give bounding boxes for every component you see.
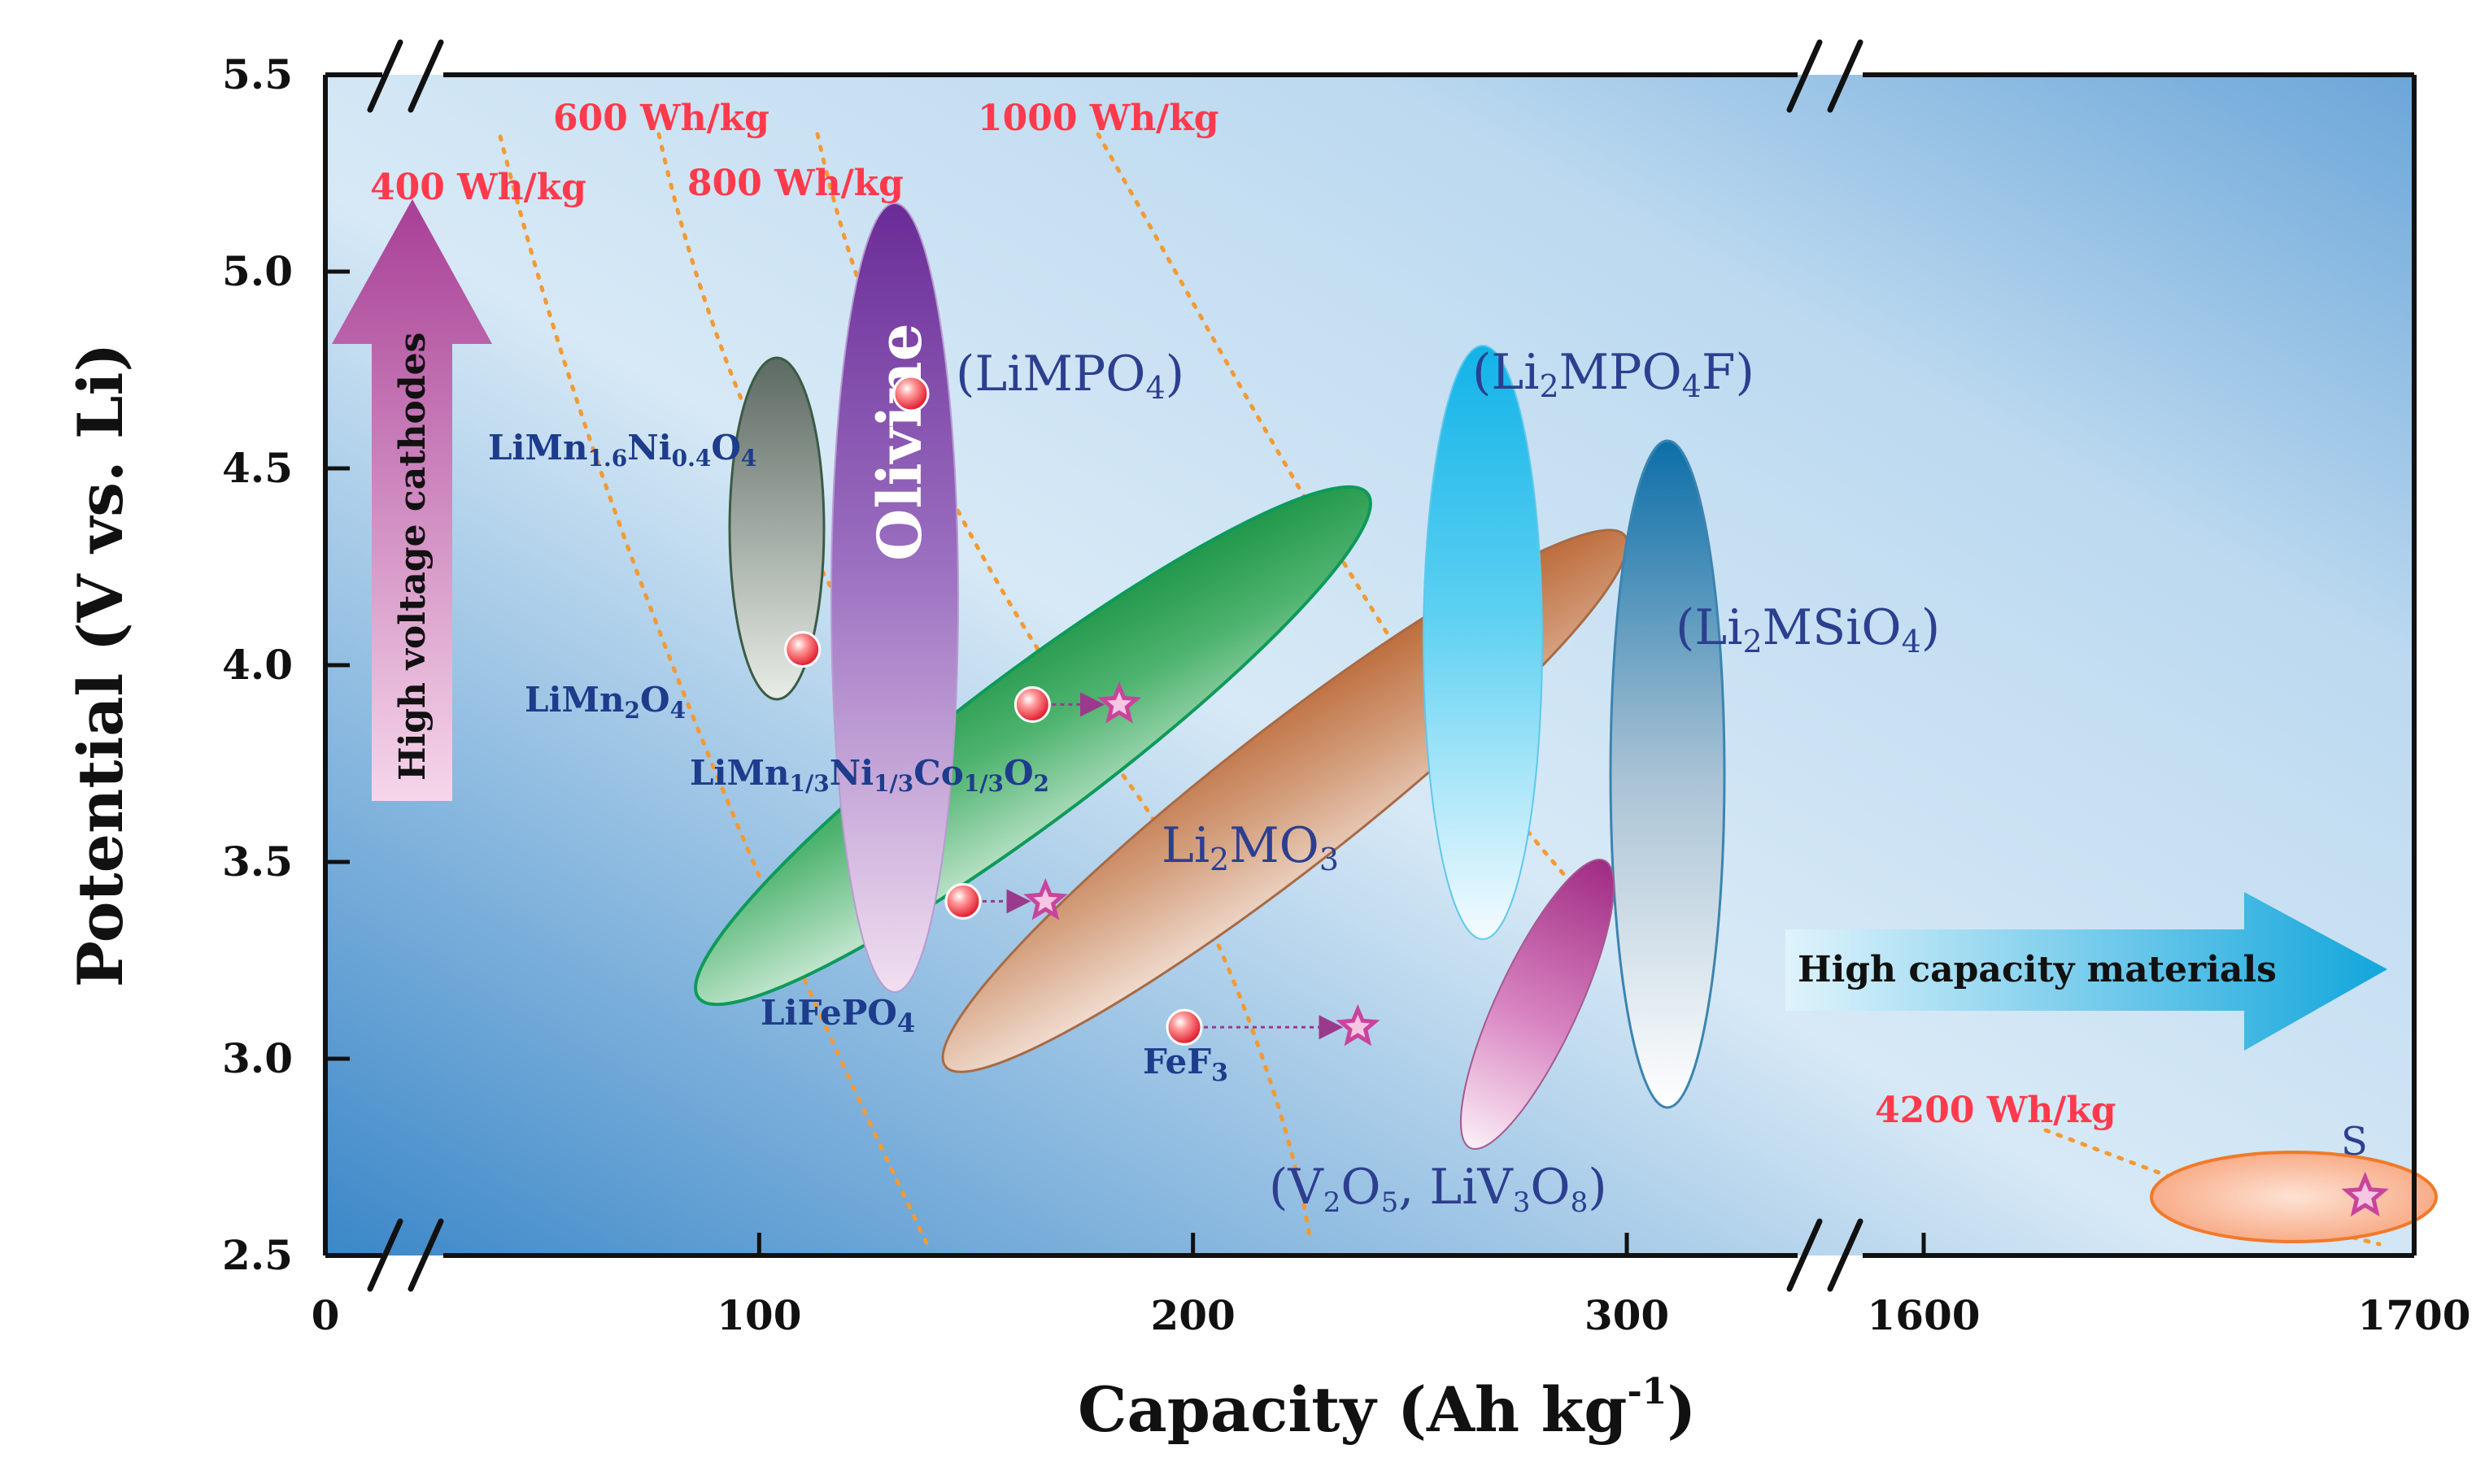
li2mo3-label: Li2MO3: [1162, 817, 1339, 877]
y-tick-label: 4.0: [222, 641, 293, 689]
sulfur-label: S: [2341, 1119, 2368, 1164]
vanadium-oxide-region: [1459, 859, 1615, 1150]
high-capacity-arrow: High capacity materials: [1785, 892, 2387, 1051]
olivine-region: [830, 202, 959, 993]
y-tick-label: 5.5: [222, 50, 293, 98]
x-tick-label: 300: [1585, 1291, 1669, 1339]
nmc-label: LiMn1/3Ni1/3Co1/3O2: [690, 753, 1049, 797]
y-tick-label: 3.0: [222, 1034, 293, 1082]
material-point-marker: [1166, 1008, 1203, 1046]
high-voltage-label: High voltage cathodes: [392, 333, 434, 781]
material-point-marker: [944, 882, 982, 920]
material-point-marker: [892, 375, 930, 412]
sulfur-region: [2150, 1151, 2438, 1243]
energy-label-1000: 1000 Wh/kg: [978, 98, 1219, 139]
x-axis-ticks: 0 100 200 300 1600 1700: [312, 1233, 2471, 1339]
y-tick-label: 4.5: [222, 444, 293, 492]
limn2o4-label: LiMn2O4: [525, 680, 686, 724]
high-capacity-label: High capacity materials: [1798, 949, 2277, 990]
olivine-label: Olivine: [865, 323, 935, 561]
x-tick-label: 0: [312, 1291, 340, 1339]
y-tick-label: 5.0: [222, 247, 293, 295]
vanadium-oxide-label: (V2O5, LiV3O8): [1269, 1159, 1607, 1219]
high-voltage-arrow: High voltage cathodes: [332, 199, 492, 801]
sulfur-star-marker: [2341, 1171, 2389, 1217]
target-star-marker: [1023, 877, 1068, 920]
fef3-label: FeF3: [1143, 1042, 1228, 1087]
material-point-marker: [1013, 685, 1051, 723]
energy-label-600: 600 Wh/kg: [553, 98, 769, 139]
y-axis-ticks: 2.5 3.0 3.5 4.0 4.5 5.0 5.5: [222, 50, 350, 1279]
target-star-marker: [1336, 1003, 1380, 1047]
limn-ni-region: [728, 356, 826, 701]
x-tick-label: 100: [717, 1291, 801, 1339]
y-tick-label: 3.5: [222, 838, 293, 886]
x-tick-label: 1700: [2357, 1291, 2470, 1339]
energy-density-labels: 400 Wh/kg 600 Wh/kg 800 Wh/kg 1000 Wh/kg…: [370, 98, 2116, 1131]
material-point-marker: [784, 631, 822, 668]
limn16ni04o4-label: LiMn1.6Ni0.4O4: [488, 428, 756, 472]
x-tick-label: 200: [1150, 1291, 1235, 1339]
target-star-marker: [1096, 681, 1142, 724]
energy-label-4200: 4200 Wh/kg: [1875, 1090, 2116, 1131]
x-tick-label: 1600: [1867, 1291, 1980, 1339]
lifepo4-label: LiFePO4: [761, 993, 915, 1038]
limpo4-label: (LiMPO4): [956, 346, 1184, 406]
li2msio4-region: [1609, 439, 1726, 1109]
curve-1000: [1096, 132, 1597, 913]
li2mpo4f-label: (Li2MPO4F): [1472, 344, 1755, 404]
y-tick-label: 2.5: [222, 1231, 293, 1279]
energy-label-800: 800 Wh/kg: [687, 163, 904, 204]
energy-label-400: 400 Wh/kg: [370, 167, 586, 208]
data-markers: [784, 375, 2389, 1217]
curve-400: [498, 134, 930, 1247]
li2msio4-label: (Li2MSiO4): [1676, 599, 1940, 659]
axis-break-marks: [367, 39, 1863, 1292]
y-axis-title: Potential (V vs. Li): [64, 343, 137, 988]
x-axis-title: Capacity (Ah kg-1): [1078, 1371, 1696, 1446]
li2mpo4f-region: [1423, 345, 1543, 940]
